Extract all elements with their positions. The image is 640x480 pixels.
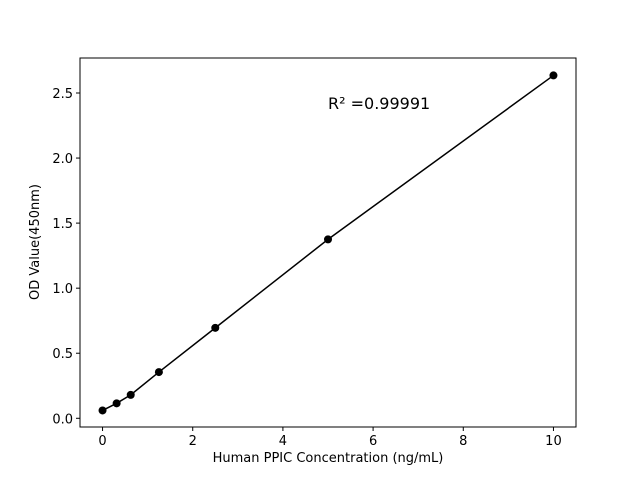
y-axis-label: OD Value(450nm)	[28, 184, 43, 300]
y-tick-label: 2.5	[52, 87, 73, 102]
point	[98, 406, 107, 415]
x-tick-label: 6	[369, 434, 377, 449]
x-tick-label: 2	[189, 434, 197, 449]
x-tick-label: 4	[279, 434, 287, 449]
annotation: R² =0.99991	[328, 94, 430, 113]
x-axis-label: Human PPIC Concentration (ng/mL)	[213, 451, 444, 466]
x-tick-label: 8	[459, 434, 467, 449]
point	[126, 390, 135, 399]
y-tick-label: 2.0	[52, 152, 73, 167]
y-tick-label: 0.5	[52, 347, 73, 362]
y-tick-label: 1.0	[52, 282, 73, 297]
plot-frame	[79, 57, 577, 428]
point	[211, 323, 220, 332]
point	[154, 368, 163, 377]
point	[324, 235, 332, 244]
x-tick-label: 10	[545, 434, 562, 449]
x-tick-label: 0	[98, 434, 106, 449]
point	[549, 71, 558, 80]
point	[112, 399, 121, 408]
y-tick-label: 0.0	[52, 412, 73, 427]
y-tick-label: 1.5	[52, 217, 73, 232]
